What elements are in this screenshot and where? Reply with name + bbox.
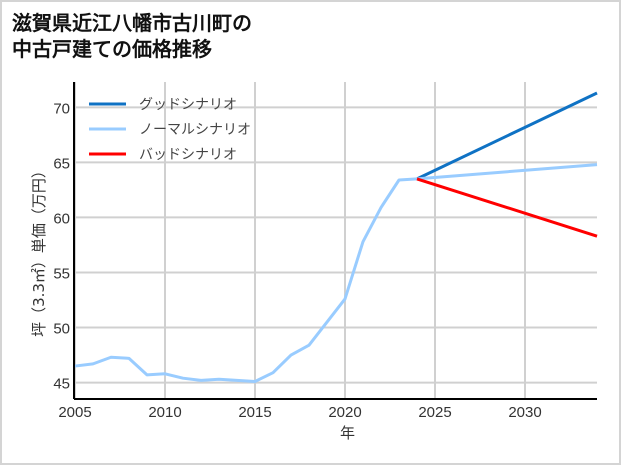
x-tick-label: 2025 xyxy=(418,404,451,421)
chart-title: 滋賀県近江八幡市古川町の 中古戸建ての価格推移 xyxy=(12,11,252,61)
legend-label: グッドシナリオ xyxy=(139,97,237,113)
x-tick-label: 2020 xyxy=(328,404,361,421)
y-axis-label: 坪（3.3㎡）単価（万円） xyxy=(30,163,48,337)
y-tick-label: 45 xyxy=(53,376,70,393)
x-tick-label: 2015 xyxy=(238,404,271,421)
series-line xyxy=(416,91,598,181)
y-tick-label: 50 xyxy=(53,321,70,338)
x-tick-label: 2005 xyxy=(58,404,91,421)
series-line xyxy=(416,177,598,238)
y-tick-label: 65 xyxy=(53,155,70,172)
x-tick-label: 2010 xyxy=(148,404,181,421)
y-tick-label: 60 xyxy=(53,210,70,227)
legend-label: バッドシナリオ xyxy=(139,147,237,163)
y-tick-label: 55 xyxy=(53,265,70,282)
legend-label: ノーマルシナリオ xyxy=(139,122,251,138)
y-tick-label: 70 xyxy=(53,100,70,117)
x-axis-label: 年 xyxy=(340,424,355,442)
x-tick-label: 2030 xyxy=(508,404,541,421)
series-line xyxy=(74,163,598,383)
